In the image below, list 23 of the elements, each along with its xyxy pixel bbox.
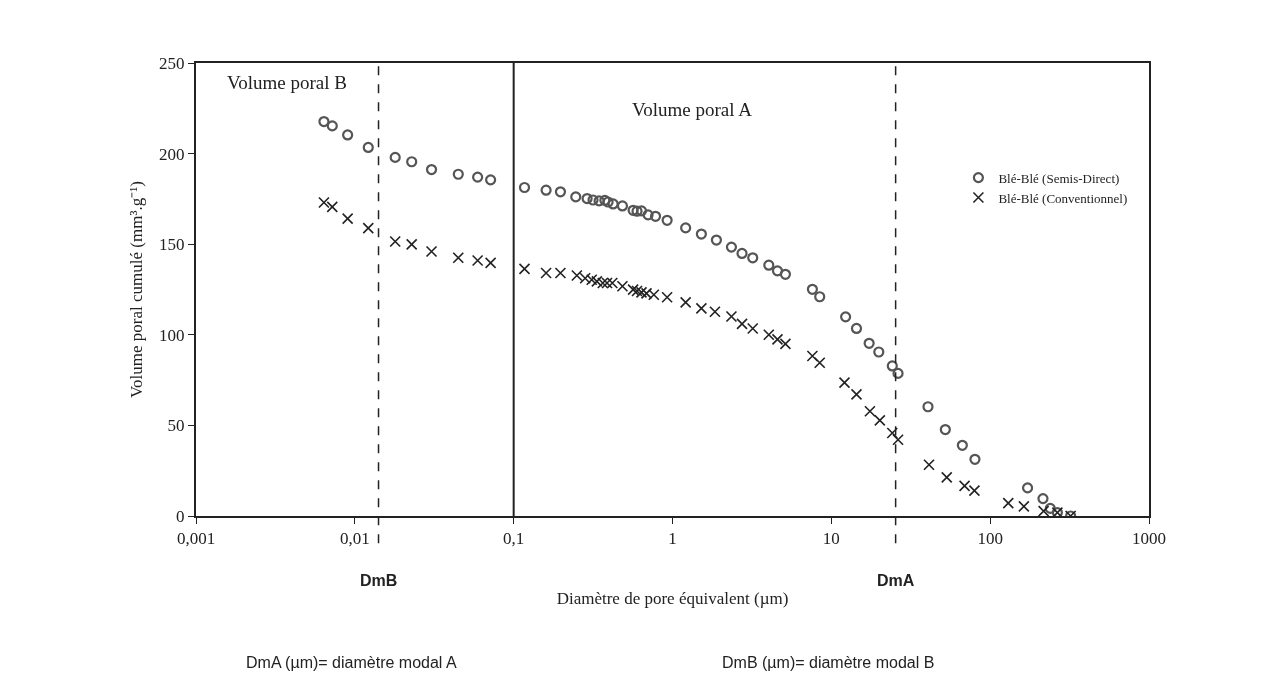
annotation: Volume poral B (227, 72, 347, 93)
legend-label: Blé-Blé (Semis-Direct) (998, 170, 1120, 186)
x-tick-label: 0,001 (176, 529, 216, 549)
annotation: Volume poral A (632, 99, 753, 120)
legend-label: Blé-Blé (Conventionnel) (998, 190, 1128, 206)
y-tick-label: 50 (167, 416, 185, 436)
x-tick-label: 100 (977, 529, 1003, 549)
y-tick-label: 250 (159, 53, 185, 73)
x-tick-label: 0,01 (339, 529, 370, 549)
ref-line-label: DmB (360, 572, 398, 589)
y-axis-title: Volume poral cumulé (mm³.g⁻¹) (127, 180, 147, 399)
text: DmA (µm)= diamètre modal A (246, 654, 457, 671)
ref-line-label: DmA (877, 572, 915, 589)
x-tick-label: 0,1 (503, 529, 525, 549)
x-axis-title: Diamètre de pore équivalent (µm) (556, 589, 789, 609)
x-tick-label: 1000 (1132, 529, 1166, 549)
y-tick-label: 0 (176, 506, 185, 526)
x-tick-label: 1 (668, 529, 677, 549)
y-tick-label: 200 (159, 144, 185, 164)
y-tick-label: 150 (159, 235, 185, 255)
y-tick-label: 100 (159, 325, 185, 345)
text: DmB (µm)= diamètre modal B (722, 654, 935, 671)
x-tick-label: 10 (822, 529, 840, 549)
